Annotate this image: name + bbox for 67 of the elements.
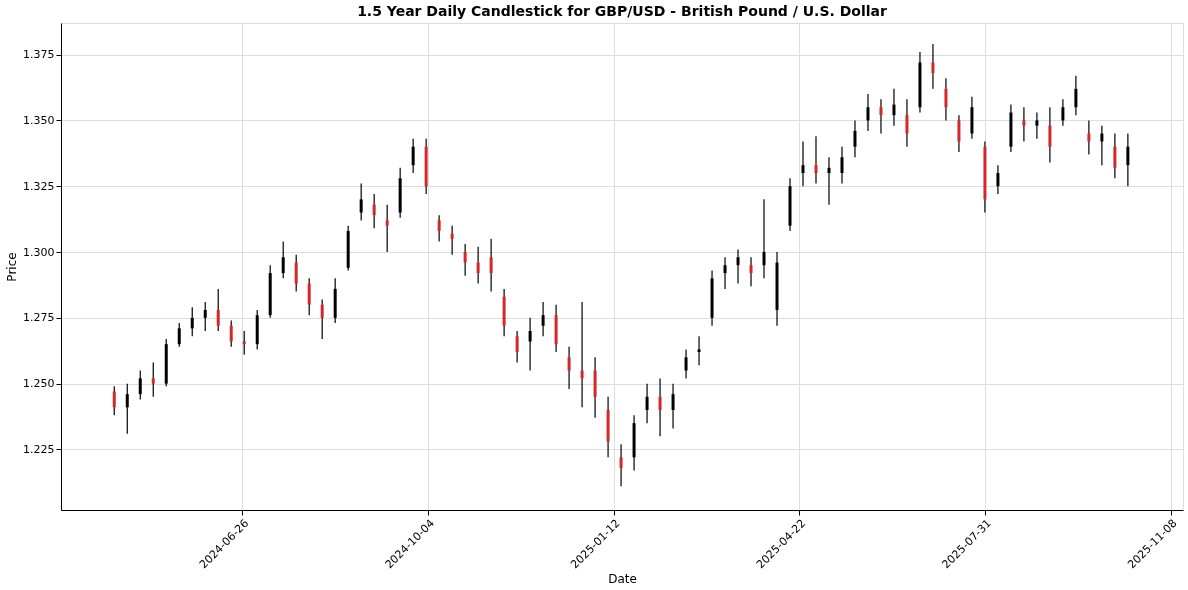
candlestick bbox=[801, 140, 805, 187]
y-axis-title: Price bbox=[5, 252, 20, 282]
candlestick bbox=[736, 248, 740, 285]
candlestick bbox=[450, 225, 454, 256]
candlestick bbox=[372, 193, 376, 229]
y-tick-label: 1.300 bbox=[23, 245, 55, 259]
candlestick bbox=[541, 301, 545, 337]
candlestick bbox=[177, 322, 181, 348]
candlestick bbox=[1022, 106, 1026, 143]
candlestick bbox=[203, 301, 207, 332]
candlestick bbox=[229, 319, 233, 348]
candlestick bbox=[528, 317, 532, 372]
y-tick-label: 1.375 bbox=[23, 48, 55, 62]
candlestick bbox=[1035, 111, 1039, 140]
candlestick bbox=[1048, 106, 1052, 164]
candlestick bbox=[853, 119, 857, 158]
candlestick bbox=[905, 98, 909, 148]
candlestick bbox=[944, 77, 948, 121]
candlestick bbox=[827, 156, 831, 206]
candlestick bbox=[489, 238, 493, 293]
candlestick bbox=[957, 114, 961, 153]
candlestick bbox=[1061, 98, 1065, 127]
candlestick bbox=[385, 204, 389, 253]
candlestick bbox=[112, 385, 116, 416]
candlestick bbox=[463, 243, 467, 277]
candlestick bbox=[723, 256, 727, 290]
y-tick-label: 1.325 bbox=[23, 179, 55, 193]
y-tick-label: 1.250 bbox=[23, 377, 55, 391]
candlestick bbox=[138, 369, 142, 401]
candlestick bbox=[697, 335, 701, 366]
candlestick bbox=[866, 93, 870, 132]
candlestick bbox=[437, 214, 441, 243]
candlestick bbox=[762, 198, 766, 279]
candlestick bbox=[892, 88, 896, 127]
candlestick bbox=[749, 256, 753, 287]
candlestick bbox=[684, 348, 688, 379]
candlestick bbox=[619, 443, 623, 487]
candlestick bbox=[671, 383, 675, 429]
candlestick bbox=[151, 361, 155, 398]
candlestick bbox=[515, 330, 519, 364]
candlestick bbox=[359, 182, 363, 222]
y-tick-label: 1.225 bbox=[23, 442, 55, 456]
y-tick-label: 1.350 bbox=[23, 113, 55, 127]
candlestick bbox=[645, 383, 649, 424]
candlestick bbox=[281, 240, 285, 279]
candlestick bbox=[125, 383, 129, 435]
candlestick bbox=[1126, 132, 1130, 187]
candlestick bbox=[294, 254, 298, 293]
x-axis-title: Date bbox=[608, 572, 637, 587]
candlestick bbox=[814, 135, 818, 185]
candlestick bbox=[411, 138, 415, 174]
candlestick bbox=[996, 164, 1000, 195]
candlestick bbox=[879, 98, 883, 135]
candlestick bbox=[190, 306, 194, 337]
candlestick bbox=[840, 146, 844, 185]
candlestick bbox=[1074, 75, 1078, 116]
y-tick-label: 1.275 bbox=[23, 311, 55, 325]
candlestick bbox=[476, 246, 480, 285]
chart-title: 1.5 Year Daily Candlestick for GBP/USD - British Pound / U.S. Dollar bbox=[357, 3, 887, 19]
candlestick bbox=[580, 301, 584, 408]
candlestick bbox=[658, 377, 662, 437]
candlestick bbox=[216, 288, 220, 332]
candlestick bbox=[1113, 132, 1117, 179]
candlestick bbox=[567, 346, 571, 390]
candlestick bbox=[931, 43, 935, 90]
candlestick bbox=[307, 277, 311, 316]
candlestick bbox=[320, 298, 324, 340]
